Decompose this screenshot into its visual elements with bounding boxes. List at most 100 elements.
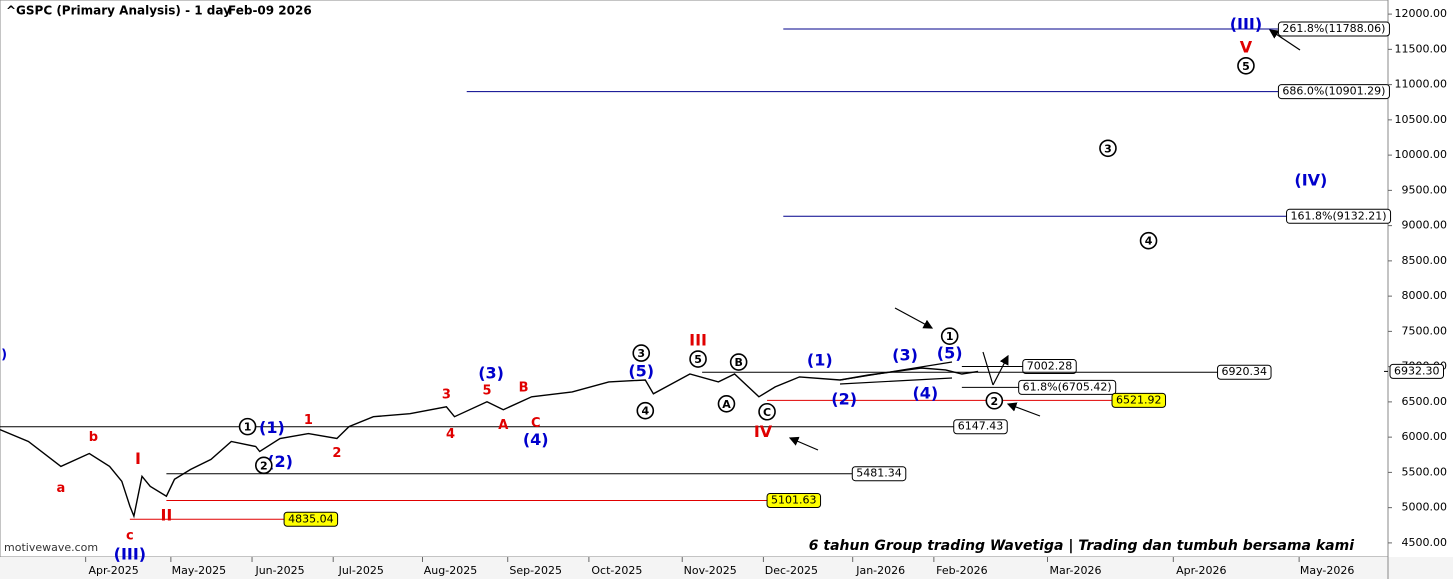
x-tick-label: Jul-2025 <box>338 564 384 577</box>
y-tick-label: 10500.00 <box>1395 113 1448 126</box>
wave-label: C <box>763 406 771 419</box>
y-tick-label: 10000.00 <box>1395 148 1448 161</box>
wave-label: B <box>519 380 529 395</box>
wave-label: A <box>722 398 731 411</box>
level-label-box <box>1277 84 1390 100</box>
wave-circle <box>717 394 736 413</box>
wave-label: V <box>1240 37 1253 56</box>
y-tick-label: 12000.00 <box>1395 7 1448 20</box>
y-tick-label: 11000.00 <box>1395 78 1448 91</box>
wave-label: (4) <box>523 430 549 449</box>
level-label: 5101.63 <box>771 493 817 506</box>
wave-label: (III) <box>1230 15 1262 34</box>
x-axis-band <box>0 557 1453 579</box>
wave-circle <box>758 402 776 421</box>
wave-label: (3) <box>892 346 918 365</box>
x-tick-label: Aug-2025 <box>424 564 477 577</box>
wave-label: (1) <box>259 418 285 437</box>
wave-label: II <box>160 506 172 525</box>
wave-circle <box>729 353 748 371</box>
wave-label: 4 <box>1145 235 1153 248</box>
wave-label: 3 <box>1104 142 1112 155</box>
y-tick-label: 5000.00 <box>1402 501 1448 514</box>
level-label-box <box>1217 364 1272 380</box>
x-tick-label: Oct-2025 <box>591 564 642 577</box>
price-line <box>0 367 979 519</box>
wave-label: B <box>734 356 742 369</box>
x-tick-label: Mar-2026 <box>1049 564 1101 577</box>
y-tick-label: 6500.00 <box>1402 395 1448 408</box>
wave-label: 3 <box>442 387 451 402</box>
wave-label: c <box>126 528 134 543</box>
wave-circle <box>1139 231 1158 250</box>
chart-title: ^GSPC (Primary Analysis) - 1 day <box>6 4 231 18</box>
level-label: 7002.28 <box>1027 359 1073 372</box>
level-label: 4835.04 <box>288 512 334 525</box>
level-label: 6521.92 <box>1116 393 1162 406</box>
x-tick-label: Jun-2025 <box>254 564 304 577</box>
x-tick-label: Sep-2025 <box>509 564 562 577</box>
last-price-label: 6932.30 <box>1394 364 1440 377</box>
wave-label: 4 <box>446 427 455 442</box>
y-tick-label: 11500.00 <box>1395 42 1448 55</box>
level-label: 161.8%(9132.21) <box>1291 209 1387 222</box>
level-label-box <box>283 511 339 527</box>
y-tick-label: 7500.00 <box>1402 324 1448 337</box>
plot-area <box>0 0 1389 558</box>
wave-label: a <box>56 481 65 496</box>
wave-label: b <box>89 430 98 445</box>
wave-label: 5 <box>1242 60 1250 73</box>
x-tick-label: Apr-2026 <box>1176 564 1226 577</box>
wave-label: (2) <box>267 452 293 471</box>
wave-label: 1 <box>304 413 313 428</box>
wave-label: I <box>135 449 141 468</box>
wave-label: (5) <box>937 344 963 363</box>
level-label: 61.8%(6705.42) <box>1023 380 1112 393</box>
level-label-box <box>1022 358 1077 374</box>
wave-label: (2) <box>831 389 857 408</box>
level-label: 261.8%(11788.06) <box>1282 22 1385 35</box>
wave-label: (IV) <box>1294 171 1327 190</box>
level-label: 686.0%(10901.29) <box>1282 85 1385 98</box>
footer: 6 tahun Group trading Wavetiga | Trading… <box>809 538 1354 554</box>
level-label-box <box>1277 21 1390 37</box>
y-tick-label: 6000.00 <box>1402 430 1448 443</box>
wave-circle <box>1237 56 1255 75</box>
wave-label: (1) <box>807 351 833 370</box>
level-label: 6147.43 <box>958 420 1004 433</box>
y-tick-label: 8000.00 <box>1402 289 1448 302</box>
y-tick-label: 9000.00 <box>1402 219 1448 232</box>
x-tick-label: Feb-2026 <box>936 564 987 577</box>
wave-label: (3) <box>478 363 504 382</box>
y-tick-label: 9500.00 <box>1402 183 1448 196</box>
x-tick-label: May-2026 <box>1300 564 1355 577</box>
wave-label: III <box>689 331 707 350</box>
wave-circle <box>636 401 655 420</box>
wave-circle <box>632 344 651 362</box>
x-tick-label: Nov-2025 <box>684 564 737 577</box>
wave-label: 2 <box>332 446 341 461</box>
y-tick-label: 5500.00 <box>1402 465 1448 478</box>
level-label-box <box>953 419 1008 435</box>
level-label-box <box>766 492 822 508</box>
wave-label: 1 <box>946 330 954 343</box>
wave-label: (4) <box>912 383 938 402</box>
wave-label: 5 <box>694 353 702 366</box>
last-price-label-box <box>1389 363 1444 379</box>
wave-circle <box>238 417 257 436</box>
wave-label: IV <box>754 422 773 441</box>
wave-label: 4 <box>641 405 649 418</box>
wave-circle <box>985 391 1004 410</box>
x-tick-label: Jan-2026 <box>855 564 905 577</box>
wave-label: C <box>531 416 541 431</box>
x-tick-label: Apr-2025 <box>88 564 138 577</box>
y-tick-label: 8500.00 <box>1402 254 1448 267</box>
level-label-box <box>1111 392 1167 408</box>
y-tick-label: 4500.00 <box>1402 536 1448 549</box>
wave-label: 3 <box>637 347 645 360</box>
wave-label: 2 <box>260 459 268 472</box>
level-label: 6920.34 <box>1222 365 1268 378</box>
wave-circle <box>689 350 707 368</box>
wave-label: (III) <box>114 544 146 563</box>
